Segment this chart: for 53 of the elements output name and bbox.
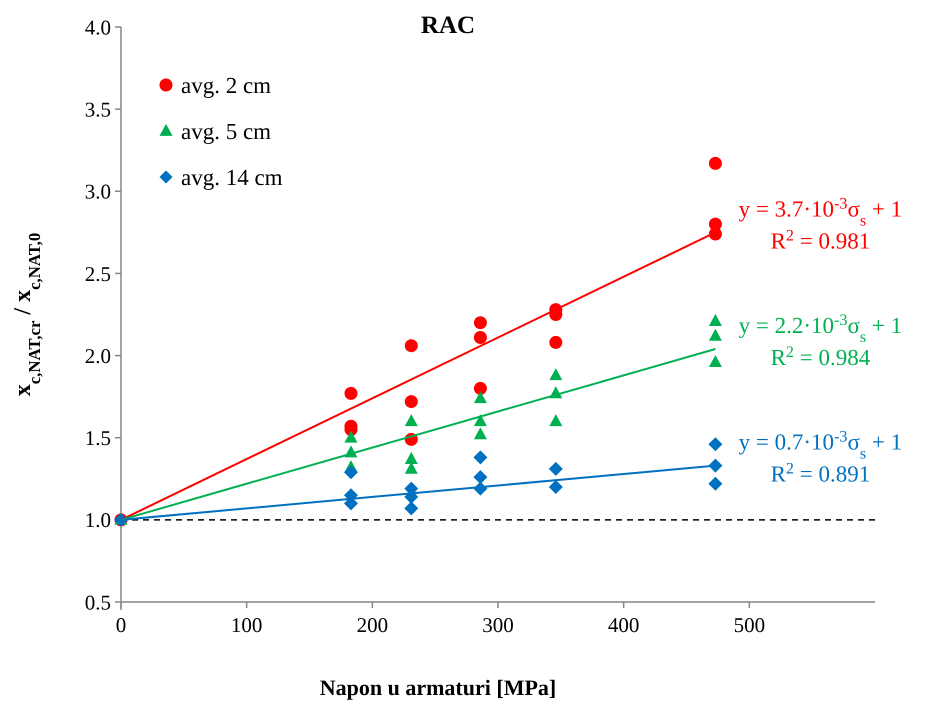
x-tick-label: 500 xyxy=(734,613,766,637)
point xyxy=(474,391,487,404)
y-tick-label: 1.0 xyxy=(84,508,111,532)
point xyxy=(548,480,563,494)
annotation: y = 0.7·10$^{-3}$σ$_{s}$ + 1 xyxy=(738,428,902,462)
y-tick-label: 3.0 xyxy=(84,180,111,204)
point xyxy=(344,430,358,443)
point xyxy=(473,450,488,464)
y-tick-label: 2.0 xyxy=(84,344,111,368)
point xyxy=(549,336,562,349)
chart-title: RAC xyxy=(420,12,476,39)
y-tick-label: 2.5 xyxy=(84,262,111,286)
x-tick-label: 400 xyxy=(608,613,640,637)
point xyxy=(708,314,722,326)
x-tick-label: 200 xyxy=(356,613,388,637)
point xyxy=(708,437,722,452)
y-tick-label: 0.5 xyxy=(84,590,111,614)
point xyxy=(474,331,487,344)
x-tick-label: 100 xyxy=(230,613,262,637)
annotation: y = 2.2·10$^{-3}$σ$_{s}$ + 1 xyxy=(738,312,902,346)
point xyxy=(708,156,722,170)
point xyxy=(473,470,488,484)
point xyxy=(404,414,418,426)
point xyxy=(708,476,722,491)
point xyxy=(404,395,418,408)
point xyxy=(474,414,487,426)
point xyxy=(474,427,487,440)
y-tick-label: 4.0 xyxy=(84,15,111,40)
annotation: R$^{2}$ = 0.891 xyxy=(770,460,870,487)
x-tick-label: 300 xyxy=(482,613,514,637)
legend-label: avg. 2 cm xyxy=(181,73,272,98)
point xyxy=(474,316,487,330)
point xyxy=(708,228,722,240)
point xyxy=(404,339,418,352)
annotation: R$^{2}$ = 0.984 xyxy=(770,344,871,370)
annotation: y = 3.7·10$^{-3}$σ$_{s}$ + 1 xyxy=(738,194,902,229)
y-tick-label: 3.5 xyxy=(84,97,111,122)
point xyxy=(344,386,358,400)
x-axis-title: Napon u armaturi [MPa] xyxy=(320,675,556,700)
x-tick-label: 0 xyxy=(116,613,126,637)
point xyxy=(708,354,722,368)
annotation: R$^{2}$ = 0.981 xyxy=(770,226,870,254)
point xyxy=(548,462,563,476)
point xyxy=(549,414,562,426)
point xyxy=(404,501,418,516)
point xyxy=(708,328,722,341)
y-tick-label: 1.5 xyxy=(84,426,111,450)
point xyxy=(474,382,487,395)
legend-label: avg. 5 cm xyxy=(181,119,272,144)
point xyxy=(404,452,418,464)
point xyxy=(549,368,562,380)
point xyxy=(344,465,358,480)
legend-label: avg. 14 cm xyxy=(181,165,283,190)
